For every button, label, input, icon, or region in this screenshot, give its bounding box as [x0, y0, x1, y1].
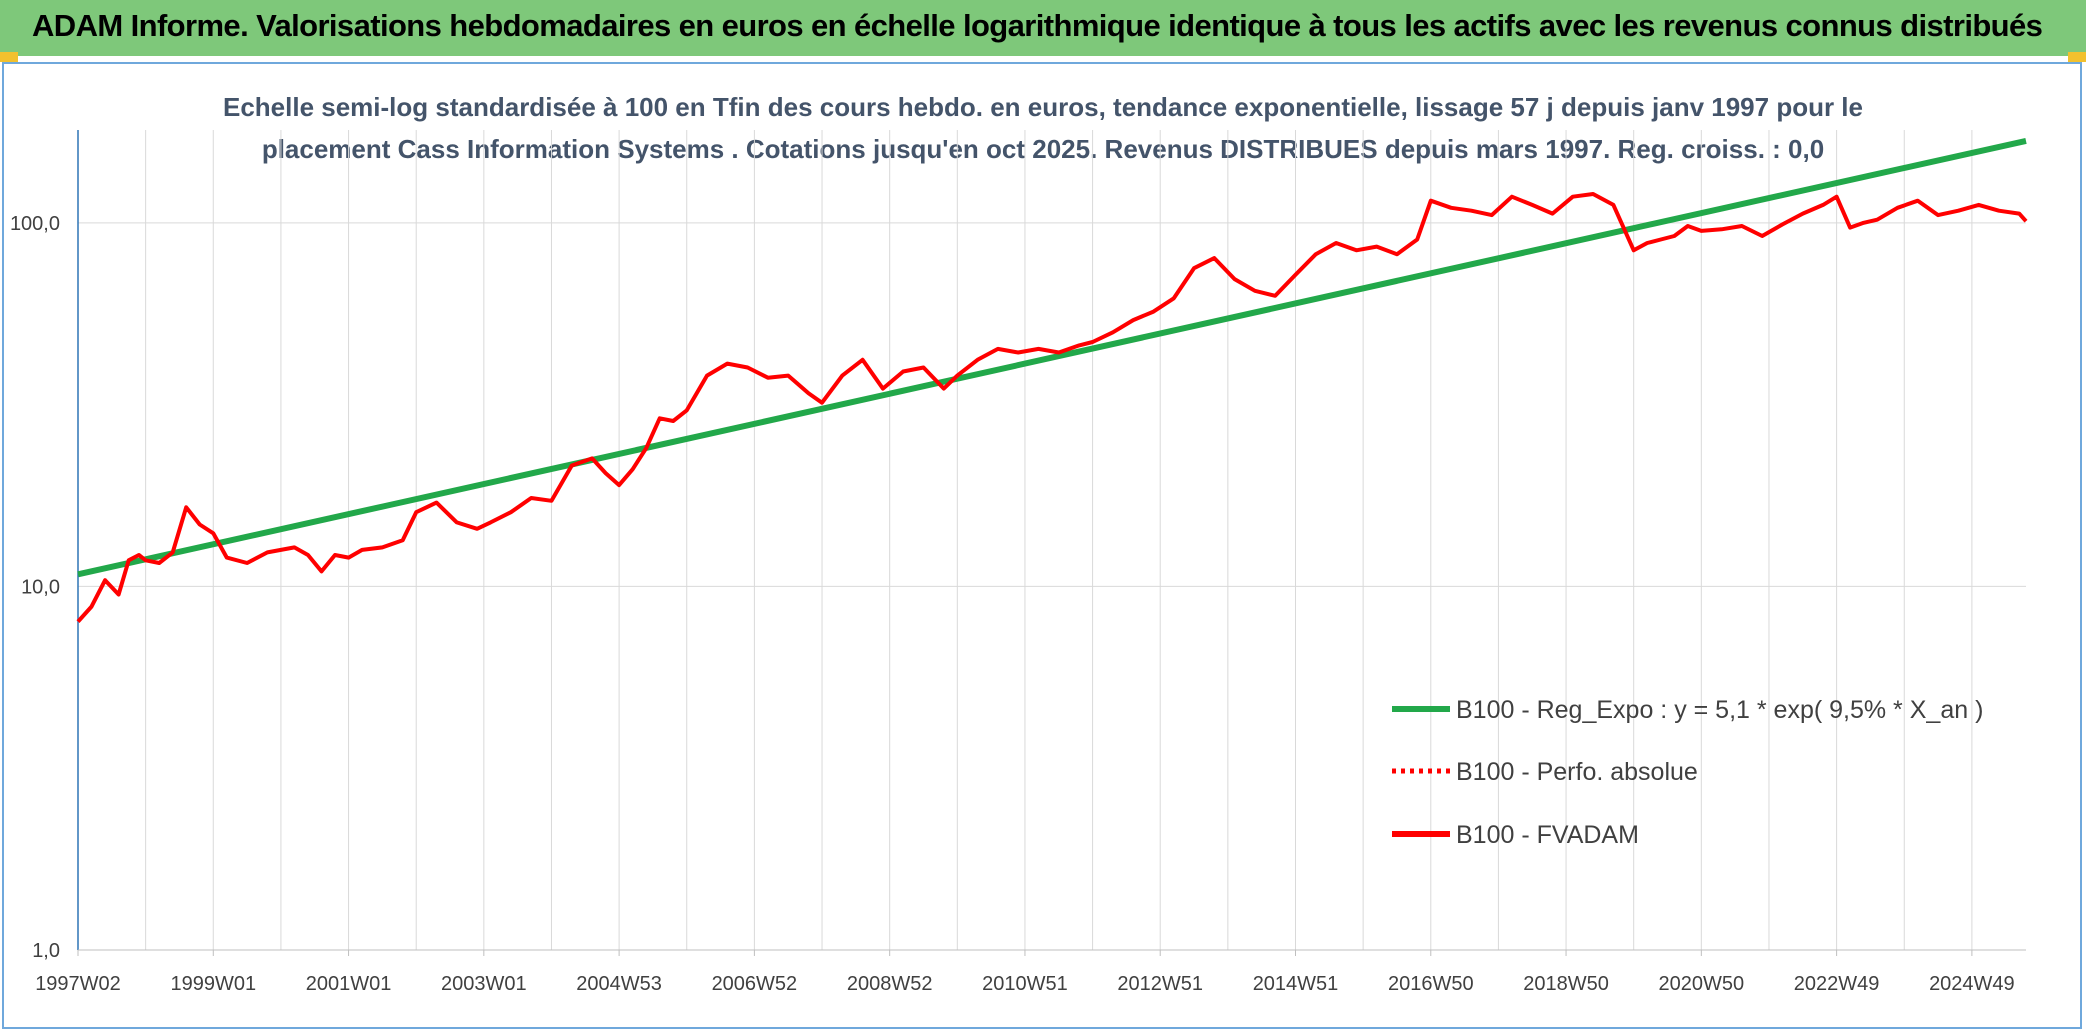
legend-label-reg-expo: B100 - Reg_Expo : y = 5,1 * exp( 9,5% * …	[1456, 696, 1983, 724]
x-tick-label: 2016W50	[1388, 973, 1474, 995]
series-line-0	[77, 137, 2027, 578]
legend: B100 - Reg_Expo : y = 5,1 * exp( 9,5% * …	[1392, 696, 1983, 849]
x-tick-label: 2014W51	[1253, 973, 1339, 995]
y-tick-label: 10,0	[21, 576, 60, 598]
legend-label-fvadam: B100 - FVADAM	[1456, 821, 1639, 849]
x-tick-label: 2020W50	[1659, 973, 1745, 995]
x-tick-label: 1999W01	[170, 973, 256, 995]
x-tick-label: 2006W52	[712, 973, 798, 995]
x-tick-label: 2004W53	[576, 973, 662, 995]
x-tick-label: 2010W51	[982, 973, 1068, 995]
x-tick-label: 2018W50	[1523, 973, 1609, 995]
page-title: ADAM Informe. Valorisations hebdomadaire…	[32, 8, 2043, 43]
y-tick-label: 1,0	[32, 940, 60, 962]
chart-frame	[2, 62, 2082, 1029]
x-tick-label: 2003W01	[441, 973, 527, 995]
header-banner: ADAM Informe. Valorisations hebdomadaire…	[0, 0, 2086, 56]
legend-label-perfo-absolue: B100 - Perfo. absolue	[1456, 758, 1698, 786]
x-tick-label: 2001W01	[306, 973, 392, 995]
x-tick-label: 2024W49	[1929, 973, 2015, 995]
corner-marker-left	[0, 52, 18, 62]
series-layer	[76, 137, 2028, 623]
series-line-2	[76, 192, 2028, 623]
grid-layer	[77, 130, 2026, 951]
chart-title-line-1: Echelle semi-log standardisée à 100 en T…	[222, 92, 1863, 122]
x-tick-label: 2008W52	[847, 973, 933, 995]
y-tick-label: 100,0	[10, 213, 60, 235]
corner-marker-right	[2068, 52, 2086, 62]
x-tick-label: 2022W49	[1794, 973, 1880, 995]
axis-layer: 1,0 10,0 100,0 1997W02 1999W01 2001W01 2003W01…	[10, 130, 2026, 995]
x-tick-label: 1997W02	[35, 973, 121, 995]
x-tick-label: 2012W51	[1117, 973, 1203, 995]
chart-title-line-2: placement Cass Information Systems . Cot…	[261, 134, 1825, 164]
chart-title: Echelle semi-log standardisée à 100 en T…	[0, 86, 2086, 170]
